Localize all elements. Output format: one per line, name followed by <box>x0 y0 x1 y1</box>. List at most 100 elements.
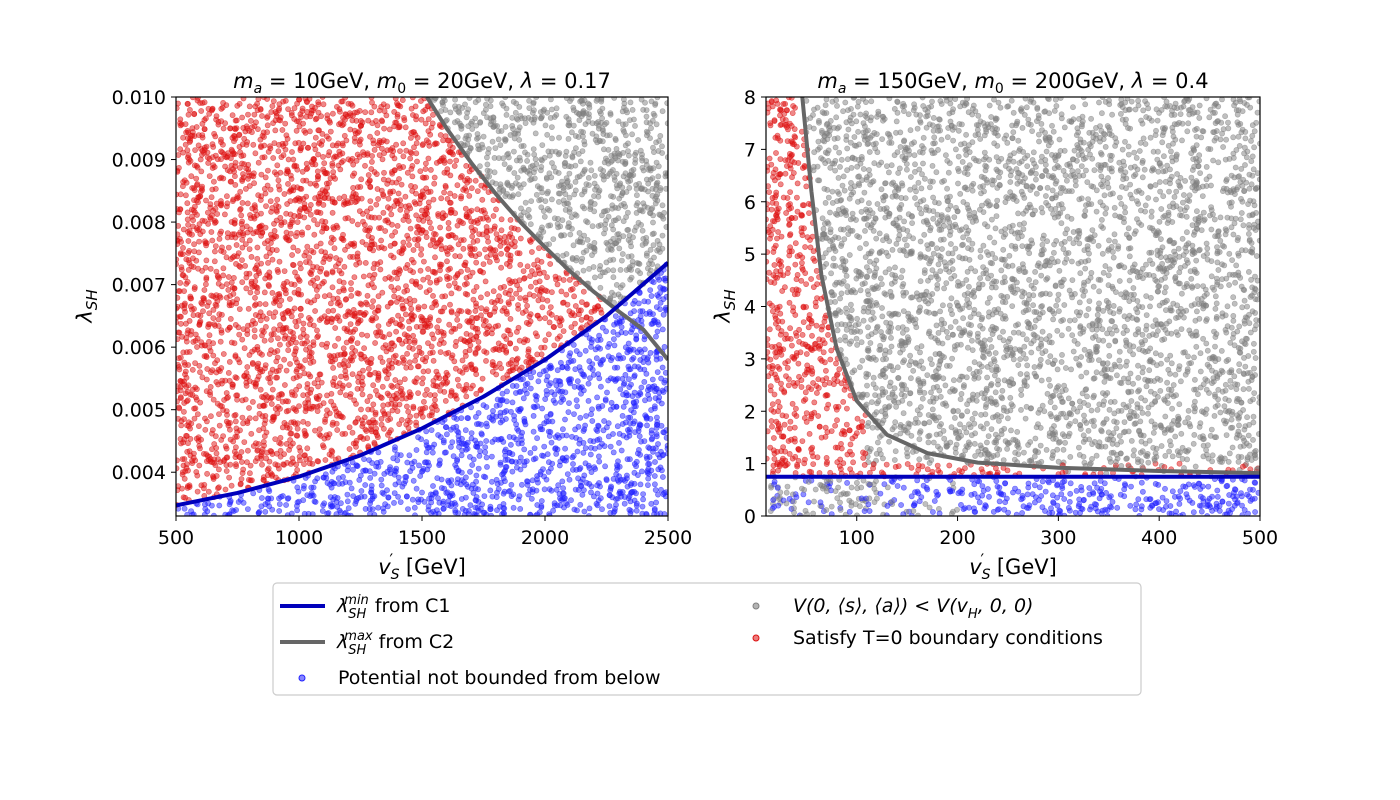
scatter-point <box>547 411 554 418</box>
scatter-point <box>223 408 230 414</box>
scatter-point <box>223 193 230 200</box>
scatter-point <box>239 336 246 343</box>
scatter-point <box>454 316 461 323</box>
scatter-point <box>288 186 294 193</box>
scatter-point <box>177 320 184 327</box>
scatter-point <box>403 493 410 500</box>
scatter-point <box>315 109 322 116</box>
scatter-point <box>339 140 346 147</box>
scatter-point <box>202 238 208 245</box>
scatter-point <box>606 132 613 139</box>
scatter-point <box>239 414 246 421</box>
scatter-point <box>647 311 653 317</box>
scatter-point <box>190 217 196 224</box>
scatter-point <box>428 412 435 419</box>
scatter-point <box>482 444 489 451</box>
scatter-point <box>572 162 579 169</box>
scatter-point <box>634 500 640 507</box>
scatter-point <box>523 319 530 326</box>
scatter-point <box>546 152 553 159</box>
scatter-point <box>632 151 638 158</box>
scatter-point <box>380 209 387 216</box>
scatter-point <box>237 427 243 434</box>
scatter-point <box>323 270 330 277</box>
scatter-point <box>536 509 543 516</box>
scatter-point <box>399 340 406 347</box>
scatter-point <box>625 340 632 347</box>
scatter-point <box>288 112 295 119</box>
scatter-point <box>493 476 500 483</box>
scatter-point <box>495 340 502 347</box>
scatter-point <box>520 395 527 402</box>
scatter-point <box>217 201 224 208</box>
scatter-point <box>283 502 289 508</box>
scatter-point <box>402 124 409 131</box>
scatter-point <box>329 284 336 291</box>
scatter-point <box>610 274 617 281</box>
scatter-point <box>303 193 310 200</box>
scatter-point <box>644 129 651 136</box>
scatter-point <box>413 140 420 147</box>
scatter-point <box>656 276 662 283</box>
scatter-point <box>182 141 189 148</box>
scatter-point <box>196 462 203 469</box>
scatter-point <box>482 246 488 253</box>
scatter-point <box>229 254 236 261</box>
scatter-point <box>578 316 585 323</box>
scatter-point <box>662 377 668 384</box>
scatter-point <box>207 413 214 420</box>
scatter-point <box>178 418 185 424</box>
scatter-point <box>381 410 388 417</box>
scatter-point <box>378 482 385 489</box>
scatter-point <box>639 503 646 510</box>
scatter-point <box>183 338 190 345</box>
scatter-point <box>379 383 386 390</box>
scatter-point <box>292 356 299 362</box>
scatter-point <box>228 482 235 489</box>
scatter-point <box>290 419 297 425</box>
scatter-point <box>441 157 447 164</box>
scatter-point <box>317 371 324 378</box>
scatter-point <box>461 262 468 268</box>
scatter-point <box>452 97 458 103</box>
scatter-point <box>223 281 230 287</box>
scatter-point <box>218 228 224 235</box>
scatter-point <box>324 392 330 399</box>
scatter-point <box>633 507 640 514</box>
scatter-point <box>367 371 374 378</box>
scatter-point <box>253 119 259 126</box>
scatter-point <box>192 360 198 366</box>
scatter-point <box>275 269 281 275</box>
scatter-point <box>391 240 398 247</box>
scatter-point <box>653 121 660 128</box>
scatter-point <box>244 139 251 145</box>
scatter-point <box>627 310 634 317</box>
scatter-point <box>322 471 329 478</box>
scatter-point <box>429 449 436 456</box>
scatter-point <box>524 263 531 270</box>
scatter-point <box>324 407 330 414</box>
scatter-point <box>370 382 377 389</box>
scatter-point <box>456 253 463 260</box>
scatter-point <box>196 238 202 245</box>
scatter-point <box>335 260 342 267</box>
scatter-point <box>559 432 566 439</box>
scatter-point <box>571 411 577 417</box>
scatter-point <box>475 465 482 472</box>
scatter-point <box>621 500 628 507</box>
scatter-point <box>404 169 411 176</box>
scatter-point <box>573 397 580 404</box>
scatter-point <box>344 467 351 474</box>
scatter-point <box>362 482 369 488</box>
scatter-point <box>501 233 508 240</box>
scatter-point <box>529 249 535 255</box>
scatter-point <box>464 213 470 220</box>
scatter-point <box>303 456 309 462</box>
scatter-point <box>288 510 295 516</box>
scatter-point <box>381 169 387 176</box>
scatter-point <box>367 198 374 204</box>
scatter-point <box>435 432 441 438</box>
scatter-point <box>205 321 212 328</box>
scatter-point <box>311 231 318 238</box>
scatter-point <box>462 205 469 212</box>
